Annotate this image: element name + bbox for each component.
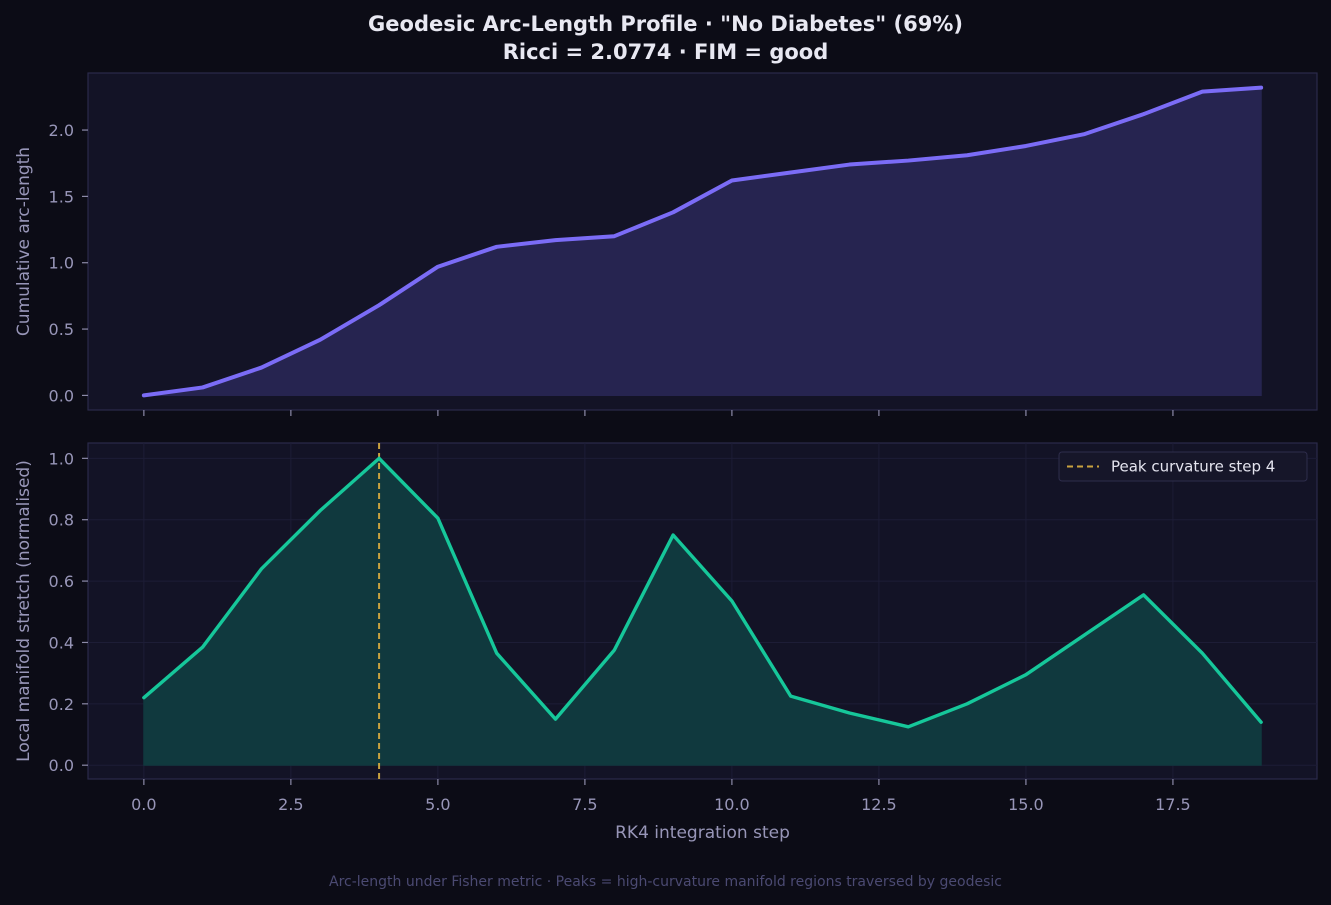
chart-subtitle: Ricci = 2.0774 · FIM = good xyxy=(502,40,829,64)
y-tick-label: 1.0 xyxy=(49,254,74,273)
y-tick-label: 0.8 xyxy=(49,511,74,530)
y-tick-label: 0.0 xyxy=(49,756,74,775)
y-tick-label: 1.0 xyxy=(49,449,74,468)
y-tick-label: 0.0 xyxy=(49,386,74,405)
y-tick-label: 0.5 xyxy=(49,320,74,339)
x-tick-label: 15.0 xyxy=(1008,795,1044,814)
x-tick-label: 7.5 xyxy=(572,795,597,814)
x-tick-label: 5.0 xyxy=(425,795,450,814)
y-tick-label: 0.2 xyxy=(49,695,74,714)
legend-label: Peak curvature step 4 xyxy=(1111,458,1275,476)
x-tick-label: 2.5 xyxy=(278,795,303,814)
stretch-series-line xyxy=(142,456,1263,729)
x-tick-label: 0.0 xyxy=(131,795,156,814)
stretch-panel: 0.0 2.5 5.0 7.5 10.0 12.5 15.0 17.5 0.0 0.2 0.4 0.… xyxy=(14,442,1318,843)
y-tick-label: 0.6 xyxy=(49,572,74,591)
chart-title: Geodesic Arc-Length Profile · "No Diabet… xyxy=(368,12,963,36)
x-tick-label: 10.0 xyxy=(714,795,750,814)
arc-length-series-line xyxy=(141,85,1264,398)
arc-length-panel: 0.0 0.5 1.0 1.5 2.0 Cumulative arc-length xyxy=(14,72,1318,416)
y-tick-label: 0.4 xyxy=(49,633,74,652)
legend: Peak curvature step 4 xyxy=(1058,451,1308,482)
stretch-y-axis-label: Local manifold stretch (normalised) xyxy=(14,460,34,762)
stretch-x-axis-label: RK4 integration step xyxy=(615,823,790,843)
y-tick-label: 2.0 xyxy=(49,121,74,140)
y-tick-label: 1.5 xyxy=(49,187,74,206)
x-tick-label: 17.5 xyxy=(1155,795,1191,814)
x-tick-label: 12.5 xyxy=(861,795,897,814)
legend-box xyxy=(1058,451,1308,482)
arc-length-y-axis-label: Cumulative arc-length xyxy=(14,147,34,336)
footer-note: Arc-length under Fisher metric · Peaks =… xyxy=(329,874,1002,890)
